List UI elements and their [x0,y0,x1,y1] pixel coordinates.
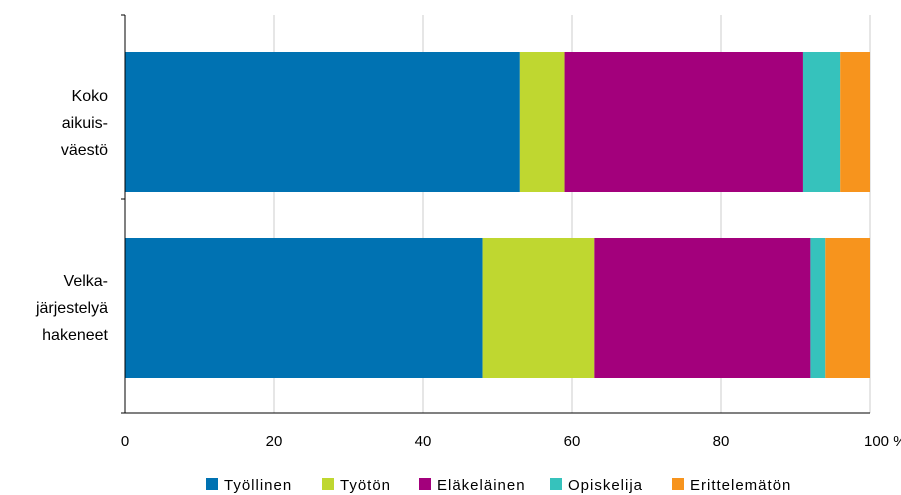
x-tick-label-0: 0 [121,433,129,450]
bar-segment-1-4 [802,52,841,192]
legend: Työllinen Työtön Eläkeläinen Opiskelija Erit… [206,477,791,494]
bar-segments [125,52,870,378]
category-label-2-line-2: järjestelyä [35,300,108,317]
x-tick-label-4: 80 [713,433,730,450]
category-label-2-line-1: Velka- [64,273,108,290]
category-label-2-line-3: hakeneet [42,327,108,344]
legend-swatch-4 [550,478,562,490]
axes [121,14,870,414]
legend-swatch-3 [419,478,431,490]
category-label-1-line-2: aikuis- [62,115,108,132]
x-axis-tick-labels: 0 20 40 60 80 100 % [121,433,901,450]
bar-segment-1-3 [564,52,803,192]
legend-swatch-1 [206,478,218,490]
bar-segment-1-5 [840,52,870,192]
legend-label-5: Erittelemätön [690,477,791,494]
bar-segment-2-4 [810,238,826,378]
legend-label-3: Eläkeläinen [437,477,526,494]
bar-segment-2-1 [125,238,483,378]
bar-segment-1-2 [519,52,565,192]
category-labels: Koko aikuis-väestö Velka-järjestelyä hakene… [35,88,109,344]
legend-label-4: Opiskelija [568,477,643,494]
category-label-1-line-1: Koko [72,88,109,105]
legend-swatch-5 [672,478,684,490]
bar-segment-2-5 [825,238,870,378]
legend-label-2: Työtön [340,477,391,494]
bar-segment-2-2 [482,238,595,378]
x-tick-label-5: 100 % [864,433,901,450]
category-label-1-line-3: väestö [61,142,108,159]
bar-segment-1-1 [125,52,520,192]
legend-swatch-2 [322,478,334,490]
x-tick-label-2: 40 [415,433,432,450]
legend-label-1: Työllinen [224,477,292,494]
x-tick-label-3: 60 [564,433,581,450]
x-tick-label-1: 20 [266,433,283,450]
bar-segment-2-3 [594,238,811,378]
